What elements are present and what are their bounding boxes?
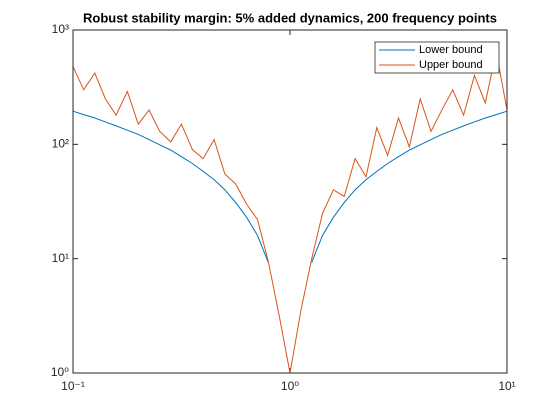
- x-tick-label: 10⁰: [281, 379, 299, 393]
- legend-box: [374, 41, 500, 74]
- axes-box: [72, 29, 508, 374]
- chart-title: Robust stability margin: 5% added dynami…: [83, 10, 497, 25]
- y-tick-label: 10³: [52, 22, 69, 36]
- x-tick-label: 10⁻¹: [61, 379, 85, 393]
- legend-label: Upper bound: [419, 59, 483, 71]
- y-tick-label: 10¹: [52, 251, 69, 265]
- x-tick-label: 10¹: [498, 379, 515, 393]
- y-tick-label: 10²: [52, 137, 69, 151]
- legend-label: Lower bound: [419, 44, 483, 56]
- y-tick-label: 10⁰: [51, 365, 69, 379]
- line-series: [72, 110, 508, 263]
